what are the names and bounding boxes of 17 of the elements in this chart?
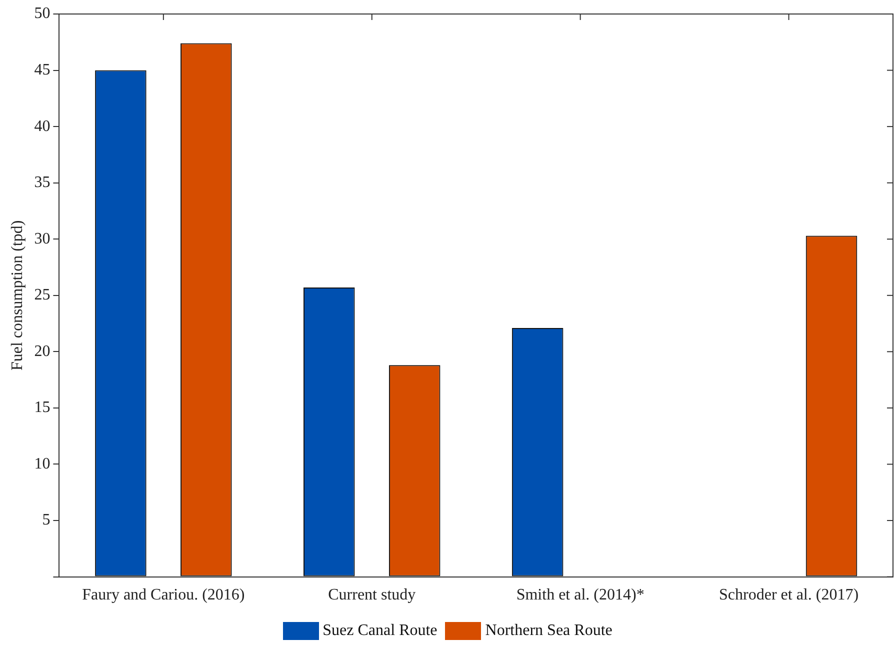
y-axis-title: Fuel consumption (tpd) [8, 220, 26, 371]
legend-label: Suez Canal Route [322, 622, 438, 640]
y-tick-label: 30 [34, 230, 50, 248]
y-tick-label: 10 [34, 455, 50, 472]
y-tick-label: 25 [34, 286, 50, 304]
x-tick-label: Current study [328, 586, 416, 604]
y-tick-label: 40 [34, 118, 50, 135]
x-tick-label: Smith et al. (2014)* [516, 586, 644, 604]
x-tick-label: Schroder et al. (2017) [719, 586, 859, 604]
x-tick-label: Faury and Cariou. (2016) [82, 586, 245, 604]
legend-label: Northern Sea Route [485, 622, 612, 640]
y-tick-label: 20 [34, 342, 50, 360]
y-tick-label: 35 [34, 174, 50, 192]
y-tick-label: 45 [34, 61, 50, 78]
y-tick-label: 15 [34, 399, 50, 416]
y-tick-label: 5 [42, 512, 50, 529]
y-tick-label: 50 [34, 5, 50, 22]
